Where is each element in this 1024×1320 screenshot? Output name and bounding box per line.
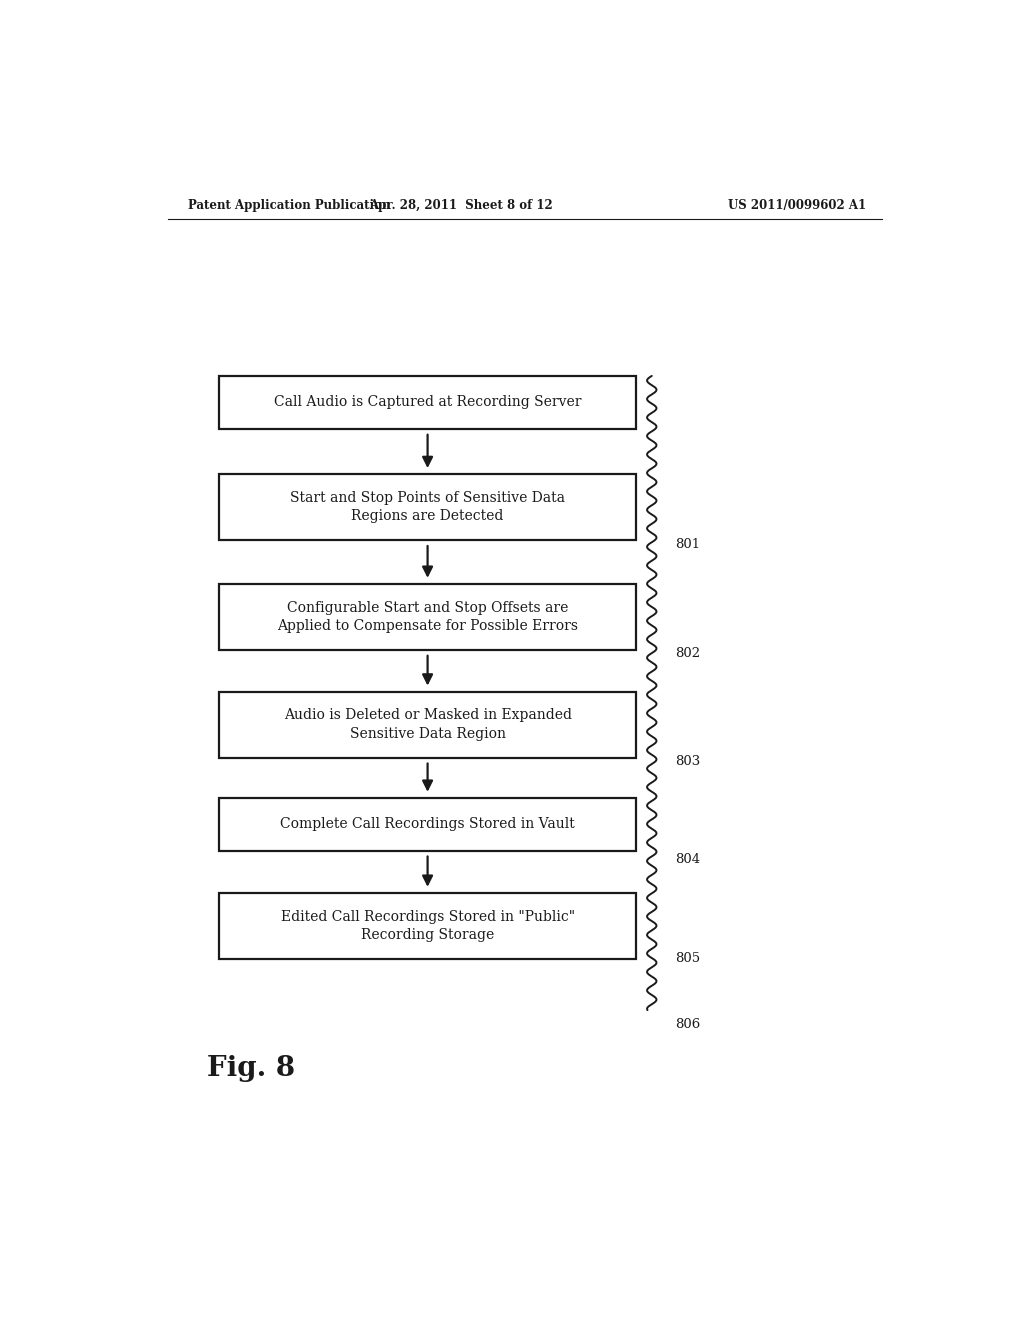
FancyBboxPatch shape <box>219 692 636 758</box>
Text: Call Audio is Captured at Recording Server: Call Audio is Captured at Recording Serv… <box>273 395 582 409</box>
Text: 804: 804 <box>676 853 700 866</box>
Text: 802: 802 <box>676 647 700 660</box>
FancyBboxPatch shape <box>219 892 636 958</box>
Text: 806: 806 <box>676 1018 700 1031</box>
Text: US 2011/0099602 A1: US 2011/0099602 A1 <box>728 198 866 211</box>
Text: 801: 801 <box>676 539 700 552</box>
Text: Edited Call Recordings Stored in "Public"
Recording Storage: Edited Call Recordings Stored in "Public… <box>281 909 574 942</box>
Text: 803: 803 <box>676 755 700 768</box>
Text: Complete Call Recordings Stored in Vault: Complete Call Recordings Stored in Vault <box>281 817 574 832</box>
Text: 805: 805 <box>676 952 700 965</box>
FancyBboxPatch shape <box>219 376 636 429</box>
Text: Start and Stop Points of Sensitive Data
Regions are Detected: Start and Stop Points of Sensitive Data … <box>290 491 565 523</box>
FancyBboxPatch shape <box>219 474 636 540</box>
Text: Fig. 8: Fig. 8 <box>207 1055 296 1081</box>
Text: Apr. 28, 2011  Sheet 8 of 12: Apr. 28, 2011 Sheet 8 of 12 <box>370 198 553 211</box>
Text: Configurable Start and Stop Offsets are
Applied to Compensate for Possible Error: Configurable Start and Stop Offsets are … <box>278 601 579 634</box>
Text: Audio is Deleted or Masked in Expanded
Sensitive Data Region: Audio is Deleted or Masked in Expanded S… <box>284 709 571 741</box>
FancyBboxPatch shape <box>219 797 636 850</box>
FancyBboxPatch shape <box>219 583 636 649</box>
Text: Patent Application Publication: Patent Application Publication <box>187 198 390 211</box>
